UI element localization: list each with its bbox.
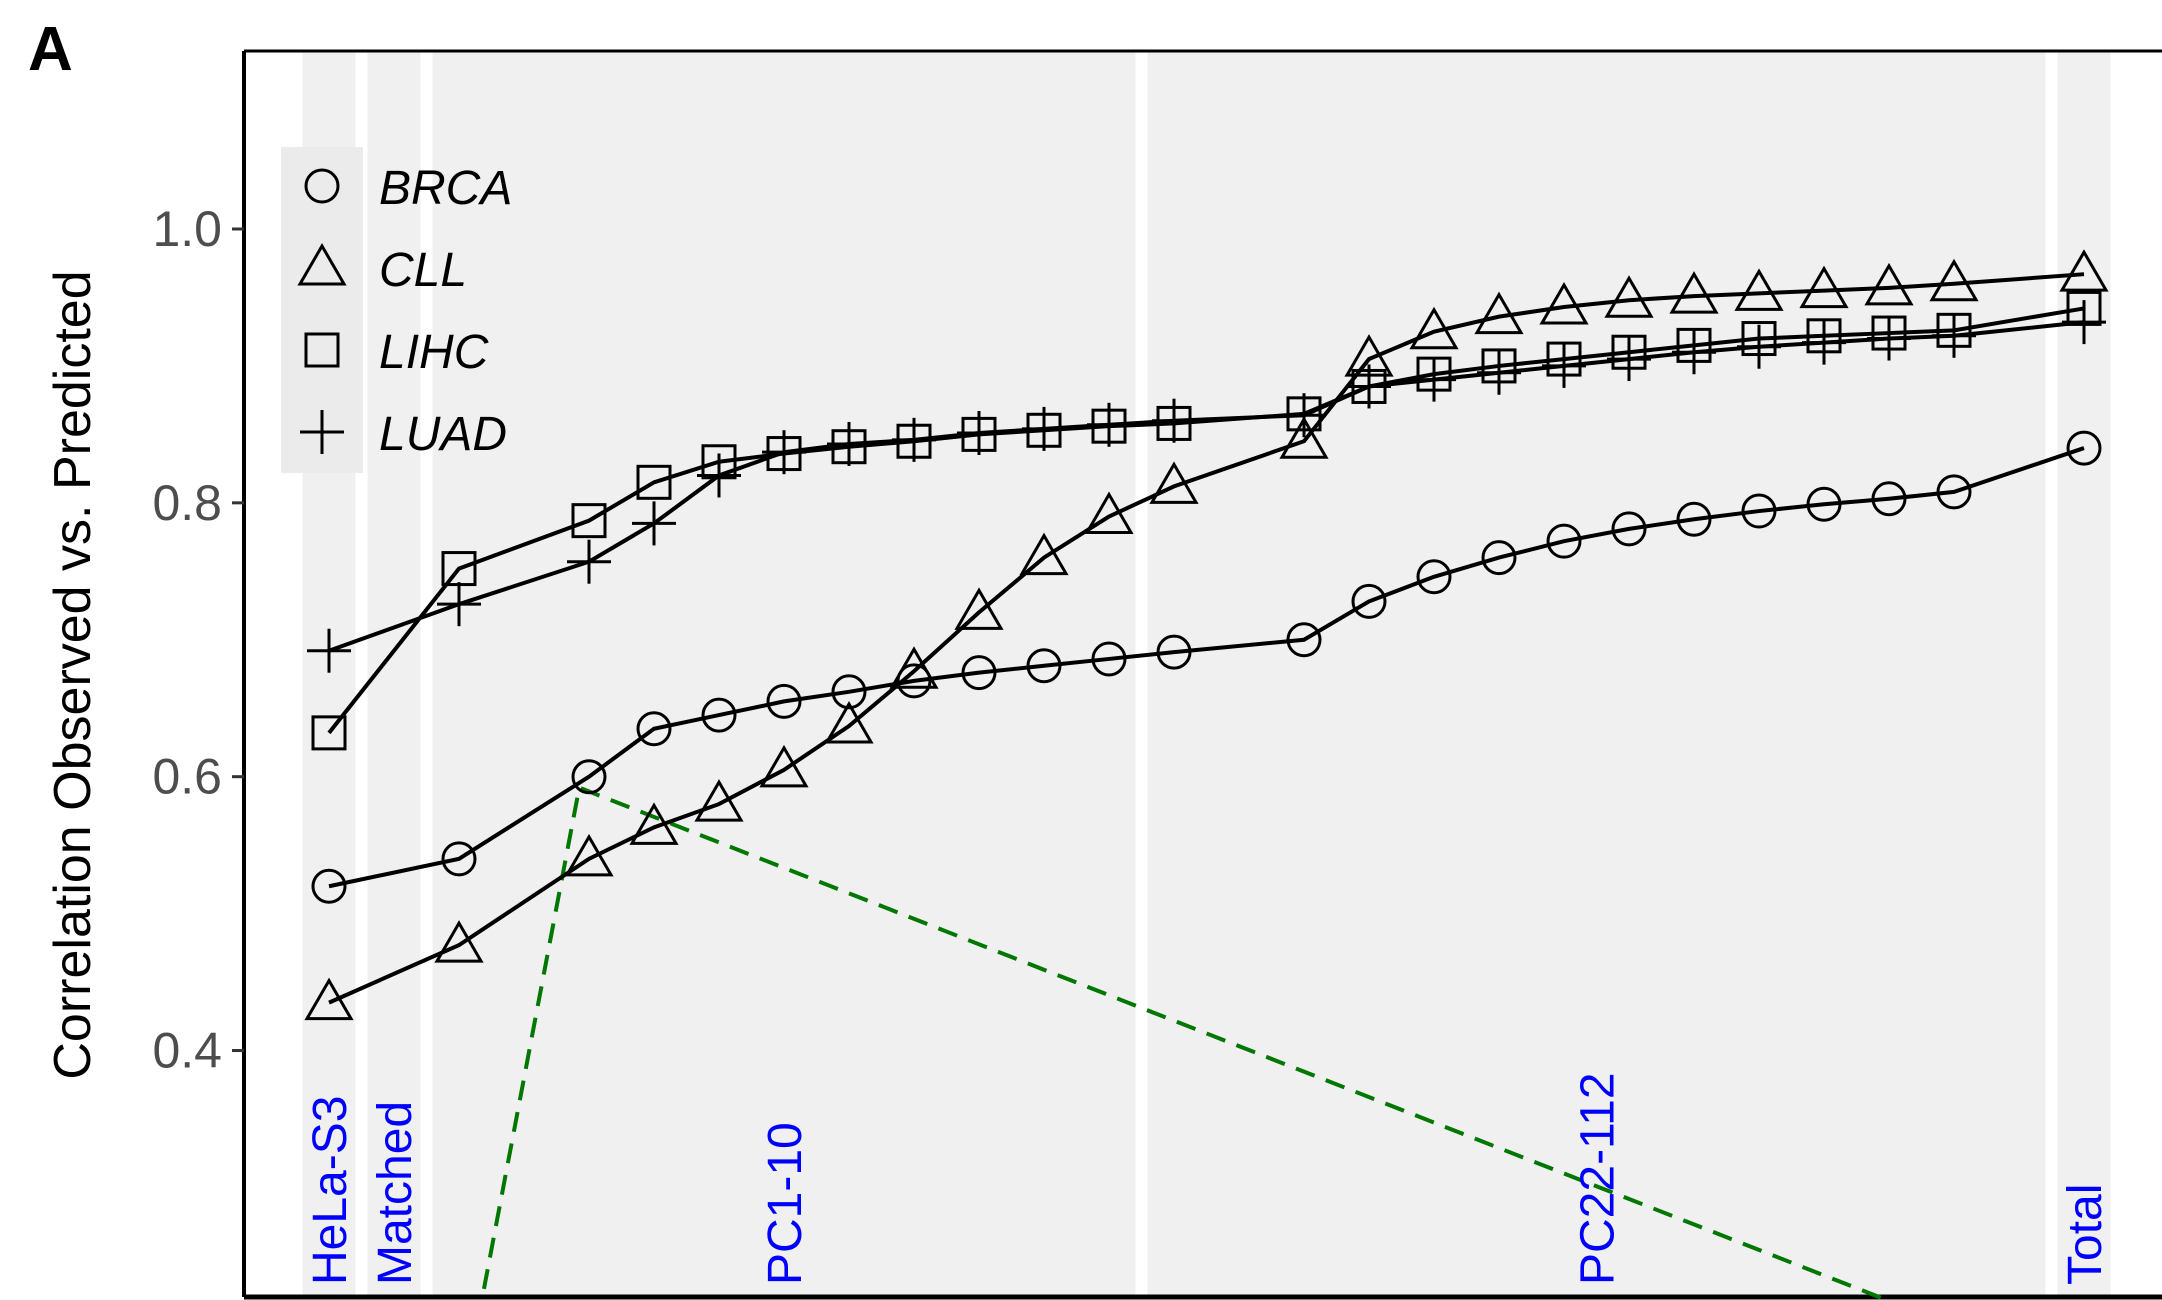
legend-label: LIHC	[379, 326, 489, 379]
y-tick-label: 0.8	[152, 475, 222, 531]
group-label: HeLa-S3	[304, 1096, 357, 1285]
y-tick-label: 1.0	[152, 201, 222, 257]
group-label: Matched	[369, 1101, 422, 1285]
y-axis-title: Correlation Observed vs. Predicted	[44, 270, 102, 1079]
group-label: PC22-112	[1572, 1072, 1625, 1285]
group-label: PC1-10	[759, 1122, 812, 1285]
y-axis-ticks: 0.4 0.6 0.8 1.0	[152, 201, 244, 1079]
legend-label: LUAD	[379, 408, 507, 461]
y-tick-label: 0.4	[152, 1023, 222, 1079]
legend-label: CLL	[379, 244, 467, 297]
group-band	[2058, 51, 2111, 1297]
legend-label: BRCA	[379, 162, 512, 215]
group-bands	[303, 51, 2111, 1297]
y-tick-label: 0.6	[152, 749, 222, 805]
group-label: Total	[2059, 1184, 2112, 1285]
